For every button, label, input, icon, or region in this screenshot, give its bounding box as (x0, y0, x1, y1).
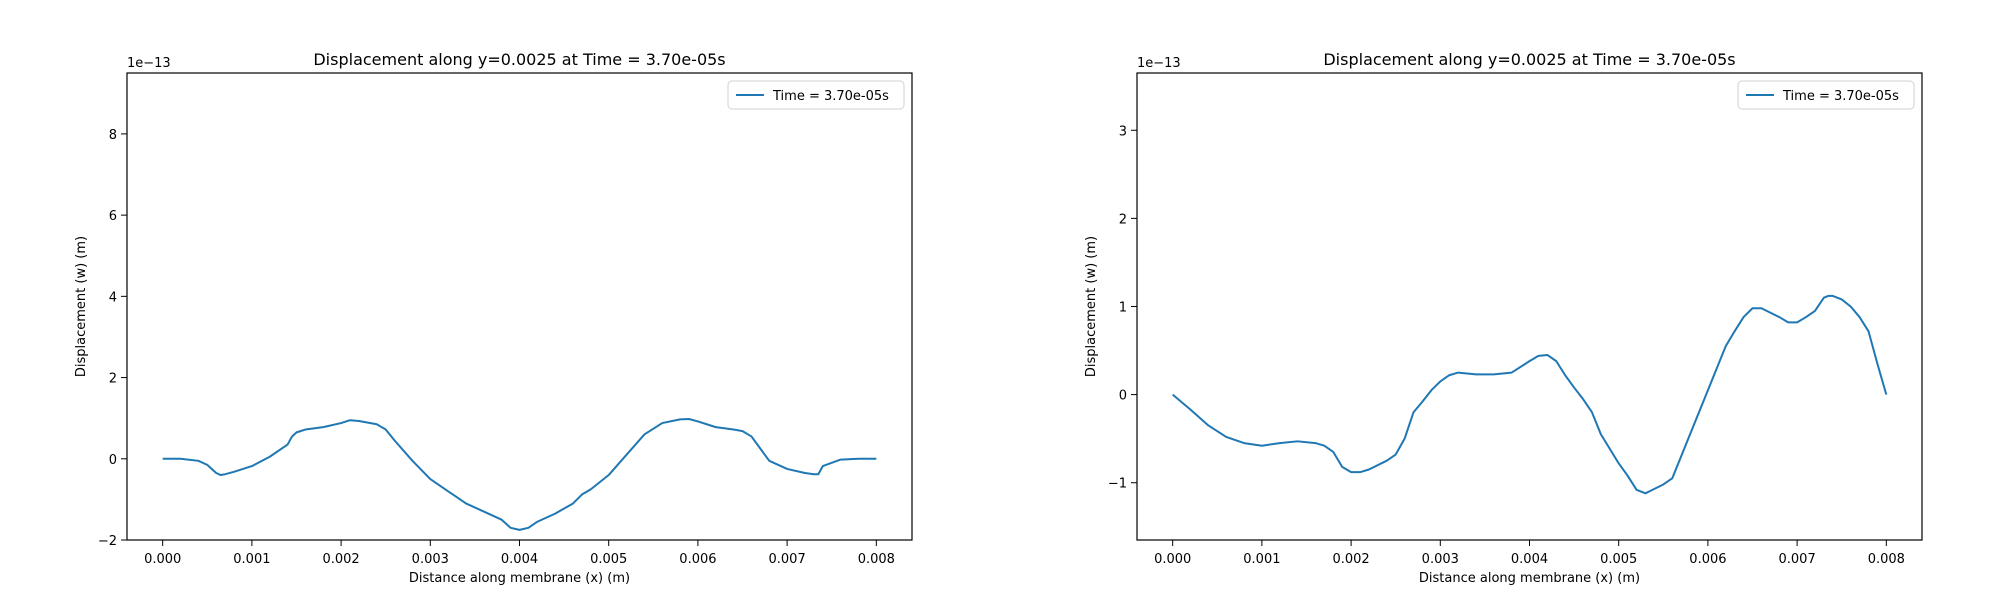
x-tick-label: 0.007 (1779, 552, 1816, 567)
y-tick-label: 2 (1119, 212, 1127, 227)
chart-panel-2: Displacement along y=0.0025 at Time = 3.… (1084, 50, 1923, 586)
x-tick-label: 0.005 (590, 552, 627, 567)
x-tick-label: 0.003 (412, 552, 449, 567)
legend-box (1737, 80, 1915, 110)
y-tick-label: −2 (98, 534, 117, 549)
x-tick-label: 0.006 (679, 552, 716, 567)
y-offset-label: 1e−13 (127, 56, 171, 71)
x-tick-label: 0.001 (233, 552, 270, 567)
y-axis-label: Displacement (w) (m) (1084, 236, 1099, 377)
y-tick-label: 3 (1119, 124, 1127, 139)
x-tick-label: 0.004 (1511, 552, 1548, 567)
y-offset-label: 1e−13 (1137, 56, 1181, 71)
x-tick-label: 0.007 (769, 552, 806, 567)
legend: Time = 3.70e-05s (1737, 80, 1915, 110)
chart-panel-1: Displacement along y=0.0025 at Time = 3.… (74, 50, 913, 586)
x-tick-label: 0.005 (1600, 552, 1637, 567)
axes-frame (1136, 72, 1923, 541)
legend-label: Time = 3.70e-05s (772, 89, 889, 104)
x-tick-label: 0.002 (1332, 552, 1369, 567)
y-tick-label: −1 (1108, 477, 1127, 492)
x-tick-label: 0.006 (1689, 552, 1726, 567)
y-tick-label: 0 (109, 453, 117, 468)
legend: Time = 3.70e-05s (727, 80, 905, 110)
x-tick-label: 0.003 (1422, 552, 1459, 567)
x-tick-label: 0.000 (144, 552, 181, 567)
x-tick-label: 0.008 (858, 552, 895, 567)
y-tick-label: 0 (1119, 389, 1127, 404)
x-tick-label: 0.008 (1868, 552, 1905, 567)
chart-title: Displacement along y=0.0025 at Time = 3.… (1323, 50, 1735, 69)
x-axis-label: Distance along membrane (x) (m) (1419, 571, 1640, 586)
y-tick-label: 6 (109, 209, 117, 224)
y-tick-label: 4 (109, 290, 117, 305)
y-axis-label: Displacement (w) (m) (74, 236, 89, 377)
series-line (1172, 294, 1888, 495)
x-tick-label: 0.004 (501, 552, 538, 567)
y-tick-label: 1 (1119, 301, 1127, 316)
x-tick-label: 0.002 (322, 552, 359, 567)
x-axis-label: Distance along membrane (x) (m) (409, 571, 630, 586)
chart-title: Displacement along y=0.0025 at Time = 3.… (313, 50, 725, 69)
legend-label: Time = 3.70e-05s (1782, 89, 1899, 104)
legend-box (727, 80, 905, 110)
x-tick-label: 0.000 (1154, 552, 1191, 567)
y-tick-label: 2 (109, 372, 117, 387)
x-tick-label: 0.001 (1243, 552, 1280, 567)
y-tick-label: 8 (109, 128, 117, 143)
series-line (162, 417, 877, 531)
